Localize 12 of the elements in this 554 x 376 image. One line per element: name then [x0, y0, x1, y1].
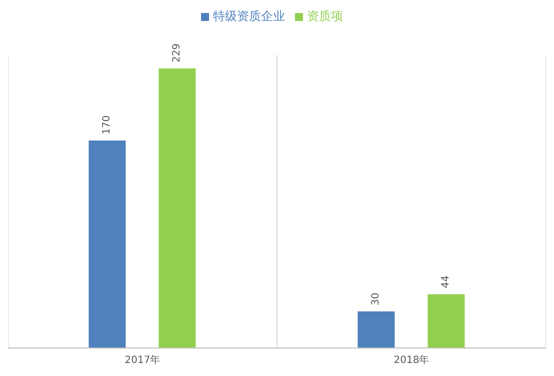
- bar: [158, 68, 196, 348]
- data-label: 229: [172, 43, 183, 62]
- bar: [428, 294, 465, 348]
- bar: [358, 311, 395, 348]
- legend-label: 资质项: [307, 9, 343, 23]
- legend-label: 特级资质企业: [213, 9, 285, 23]
- data-label: 30: [370, 292, 382, 306]
- x-tick-label: 2017年: [124, 354, 160, 366]
- data-label: 44: [440, 276, 452, 288]
- x-tick-label: 2018年: [394, 354, 430, 366]
- bar: [88, 140, 126, 348]
- data-label: 170: [102, 115, 113, 134]
